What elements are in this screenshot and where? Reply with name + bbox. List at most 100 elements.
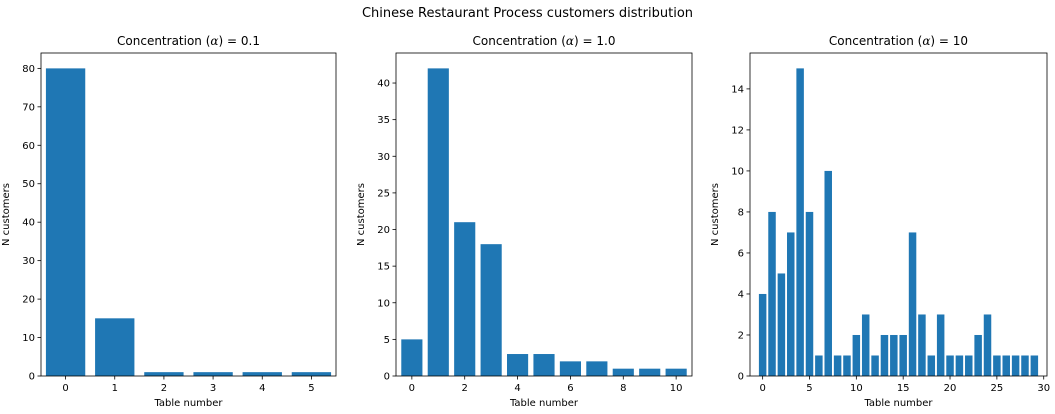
bar-3-9 — [843, 355, 851, 376]
x-tick-label-1-4: 4 — [259, 383, 265, 394]
x-tick-label-3-10: 10 — [850, 383, 863, 394]
x-tick-label-2-2: 2 — [462, 383, 468, 394]
y-tick-label-1-30: 30 — [22, 256, 35, 267]
bar-2-4 — [507, 354, 529, 376]
bar-3-20 — [946, 355, 954, 376]
bar-2-7 — [586, 361, 608, 376]
y-tick-label-2-25: 25 — [377, 188, 390, 199]
bar-3-6 — [815, 355, 823, 376]
y-tick-label-2-20: 20 — [377, 225, 390, 236]
x-tick-label-3-25: 25 — [991, 383, 1004, 394]
bar-1-2 — [144, 372, 184, 376]
chart-title-2: Concentration (α) = 1.0 — [473, 34, 616, 48]
y-axis-label-1: N customers — [1, 183, 12, 246]
y-tick-label-3-14: 14 — [731, 84, 744, 95]
x-tick-label-1-1: 1 — [112, 383, 118, 394]
bar-3-17 — [918, 314, 926, 376]
y-tick-label-1-70: 70 — [22, 102, 35, 113]
y-tick-label-3-10: 10 — [731, 166, 744, 177]
y-tick-label-2-40: 40 — [377, 79, 390, 90]
y-tick-label-2-10: 10 — [377, 298, 390, 309]
bar-2-1 — [427, 68, 449, 376]
bar-2-0 — [401, 339, 423, 376]
x-axis-label-2: Table number — [509, 398, 579, 409]
bar-3-23 — [974, 334, 982, 376]
bar-2-8 — [612, 368, 634, 376]
x-tick-label-2-0: 0 — [409, 383, 415, 394]
bar-2-3 — [480, 244, 502, 376]
bar-3-18 — [927, 355, 936, 376]
y-tick-label-3-8: 8 — [738, 207, 744, 218]
y-tick-label-3-12: 12 — [731, 125, 744, 136]
x-tick-label-3-30: 30 — [1037, 383, 1050, 394]
bar-3-4 — [796, 68, 804, 376]
bar-3-11 — [861, 314, 870, 376]
x-tick-label-2-10: 10 — [670, 383, 683, 394]
alpha-symbol: α — [922, 34, 930, 48]
y-tick-label-2-35: 35 — [377, 115, 390, 126]
y-tick-label-1-0: 0 — [29, 372, 35, 383]
bar-1-5 — [291, 372, 332, 376]
bar-3-8 — [833, 355, 842, 376]
x-tick-label-1-0: 0 — [62, 383, 68, 394]
bar-3-28 — [1021, 355, 1029, 376]
bar-3-15 — [899, 334, 907, 376]
bar-1-1 — [95, 318, 135, 376]
y-tick-label-1-20: 20 — [22, 295, 35, 306]
y-tick-label-3-2: 2 — [738, 330, 744, 341]
chart-panel-3: 0 5 10 15 20 25 30 0 2 4 6 8 10 12 14 Concentration (α)… — [710, 34, 1050, 409]
x-tick-label-1-5: 5 — [308, 383, 314, 394]
alpha-symbol: α — [210, 34, 218, 48]
x-tick-label-3-15: 15 — [897, 383, 910, 394]
x-tick-label-3-20: 20 — [944, 383, 957, 394]
bar-3-1 — [768, 211, 776, 376]
bar-1-4 — [242, 372, 282, 376]
bar-2-6 — [559, 361, 581, 376]
bar-3-16 — [908, 232, 917, 376]
bar-3-13 — [880, 334, 889, 376]
bar-3-29 — [1030, 355, 1039, 376]
bar-3-24 — [983, 314, 992, 376]
y-tick-label-2-30: 30 — [377, 152, 390, 163]
y-tick-label-1-40: 40 — [22, 218, 35, 229]
axes-frame-3 — [749, 52, 1048, 377]
y-tick-label-1-80: 80 — [22, 64, 35, 75]
bar-2-5 — [533, 354, 555, 376]
bar-1-3 — [193, 372, 233, 376]
y-tick-label-2-0: 0 — [384, 372, 390, 383]
bar-1-0 — [45, 68, 86, 376]
y-axis-label-3: N customers — [710, 183, 721, 246]
y-tick-label-3-6: 6 — [738, 248, 744, 259]
bar-3-21 — [955, 355, 964, 376]
axes-frame-1 — [40, 52, 337, 377]
bar-3-19 — [936, 314, 945, 376]
bar-3-25 — [993, 355, 1001, 376]
alpha-symbol: α — [566, 34, 574, 48]
y-tick-label-2-15: 15 — [377, 262, 390, 273]
bar-3-26 — [1002, 355, 1010, 376]
bar-3-14 — [890, 334, 898, 376]
chart-panel-2: 0 2 4 6 8 10 0 5 10 15 20 25 30 35 40 Concentration (α)… — [356, 34, 693, 409]
bar-3-10 — [852, 334, 861, 376]
bar-3-5 — [805, 211, 814, 376]
x-tick-label-2-8: 8 — [620, 383, 626, 394]
x-tick-label-3-0: 0 — [759, 383, 765, 394]
y-tick-label-1-10: 10 — [22, 333, 35, 344]
bar-3-22 — [965, 355, 973, 376]
axes-frame-2 — [395, 52, 693, 377]
bar-2-2 — [454, 222, 476, 376]
bar-3-12 — [871, 355, 879, 376]
y-tick-label-1-50: 50 — [22, 179, 35, 190]
x-tick-label-3-5: 5 — [806, 383, 812, 394]
figure-suptitle: Chinese Restaurant Process customers dis… — [361, 6, 694, 21]
bar-2-9 — [639, 368, 661, 376]
x-tick-label-2-6: 6 — [567, 383, 573, 394]
y-tick-label-3-4: 4 — [738, 289, 744, 300]
bar-3-27 — [1011, 355, 1020, 376]
bar-3-3 — [787, 232, 795, 376]
bar-3-0 — [758, 293, 767, 376]
bar-3-7 — [824, 170, 832, 376]
bar-2-10 — [665, 368, 687, 376]
